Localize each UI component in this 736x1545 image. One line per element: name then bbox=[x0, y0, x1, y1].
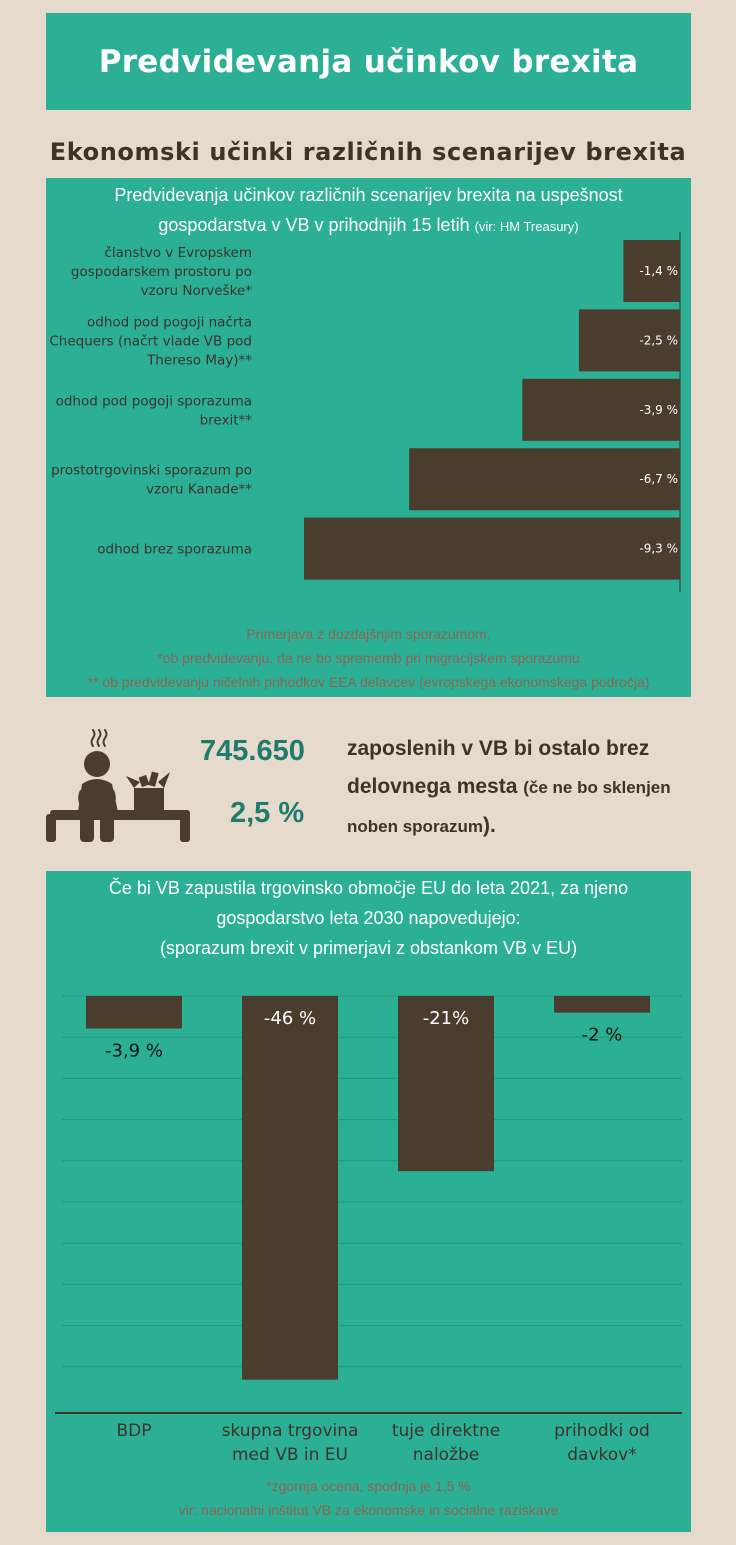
jobs-number: 745.650 bbox=[200, 735, 305, 767]
chart2-category-label: davkov* bbox=[567, 1445, 636, 1465]
chart1-value-label: -6,7 % bbox=[639, 472, 678, 486]
chart1-category-label: odhod pod pogoji sporazuma bbox=[56, 393, 252, 409]
chart1-notes: Primerjava z dozdajšnjim sporazumom. *ob… bbox=[46, 622, 691, 694]
chart1-category-label: prostotrgovinski sporazum po bbox=[51, 463, 252, 479]
chart2-bar bbox=[554, 996, 650, 1013]
jobs-text-line2-wrap: delovnega mesta (če ne bo sklenjen bbox=[347, 768, 727, 807]
worried-person-with-box-icon bbox=[46, 729, 190, 842]
chart2-title-line1: Če bi VB zapustila trgovinsko območje EU… bbox=[108, 878, 629, 898]
chart2-category-label: prihodki od bbox=[554, 1421, 650, 1441]
chart1-value-label: -3,9 % bbox=[639, 403, 678, 417]
chart2-note-1: *zgornja ocena, spodnja je 1,5 % bbox=[266, 1478, 471, 1494]
chart1-category-label: vzoru Kanade** bbox=[146, 482, 252, 498]
chart2-value-label: -21% bbox=[423, 1008, 470, 1029]
jobs-text-line2: delovnega mesta bbox=[347, 775, 518, 798]
chart1-note-3: ** ob predvidevanju ničelnih prihodkov E… bbox=[87, 674, 650, 690]
chart1-bar bbox=[578, 309, 680, 372]
jobs-text-line3-small: noben sporazum bbox=[347, 817, 484, 836]
chart2-value-label: -2 % bbox=[582, 1025, 623, 1046]
chart2-bar bbox=[86, 996, 182, 1029]
chart1-note-2: *ob predvidevanju, da ne bo sprememb pri… bbox=[157, 650, 580, 666]
chart1-category-label: gospodarskem prostoru po bbox=[71, 264, 252, 280]
jobs-text-line3-end: ). bbox=[483, 814, 496, 837]
chart2-value-label: -46 % bbox=[264, 1008, 316, 1029]
jobs-text-line2-small: (če ne bo sklenjen bbox=[523, 778, 671, 797]
chart1-category-label: brexit** bbox=[200, 412, 253, 428]
jobs-text: zaposlenih v VB bi ostalo brez delovnega… bbox=[347, 730, 727, 846]
chart2-notes: *zgornja ocena, spodnja je 1,5 % vir: na… bbox=[46, 1474, 691, 1522]
chart1-title-line2: gospodarstva v VB v prihodnjih 15 letih bbox=[158, 215, 470, 235]
chart2-bar bbox=[242, 996, 338, 1380]
chart1-category-label: odhod pod pogoji načrta bbox=[87, 314, 252, 330]
chart2-value-label: -3,9 % bbox=[105, 1041, 163, 1062]
chart2-note-2: vir: nacionalni inštitut VB za ekonomske… bbox=[178, 1502, 559, 1518]
chart2-category-label: skupna trgovina bbox=[222, 1421, 359, 1441]
chart1-title-line1: Predvidevanja učinkov različnih scenarij… bbox=[114, 185, 623, 205]
chart1-title-line2-wrap: gospodarstva v VB v prihodnjih 15 letih … bbox=[46, 210, 691, 242]
chart1-category-label: Thereso May)** bbox=[146, 352, 252, 368]
chart1-value-label: -2,5 % bbox=[639, 333, 678, 347]
jobs-text-line1: zaposlenih v VB bi ostalo brez bbox=[347, 737, 650, 760]
chart2-category-label: naložbe bbox=[413, 1445, 480, 1465]
chart2-category-label: BDP bbox=[116, 1421, 151, 1441]
chart1-category-label: Chequers (načrt vlade VB pod bbox=[49, 333, 252, 349]
chart2-title: Če bi VB zapustila trgovinsko območje EU… bbox=[46, 873, 691, 963]
scenario-bar-chart: -1,4 % članstvo v Evropskem gospodarskem p… bbox=[49, 232, 681, 592]
chart1-bar bbox=[522, 378, 680, 441]
jobs-text-line3-wrap: noben sporazum). bbox=[347, 807, 727, 846]
chart1-title: Predvidevanja učinkov različnih scenarij… bbox=[46, 180, 691, 242]
chart2-title-line3: (sporazum brexit v primerjavi z obstanko… bbox=[159, 938, 578, 958]
chart1-source: (vir: HM Treasury) bbox=[474, 219, 579, 234]
chart2-category-label: med VB in EU bbox=[232, 1445, 348, 1465]
chart1-bar bbox=[304, 517, 680, 580]
chart1-value-label: -1,4 % bbox=[639, 264, 678, 278]
chart1-category-label: vzoru Norveške* bbox=[141, 283, 253, 299]
title-banner bbox=[46, 13, 691, 110]
chart1-category-label: odhod brez sporazuma bbox=[97, 542, 252, 558]
section-heading: Ekonomski učinki različnih scenarijev br… bbox=[49, 138, 687, 166]
chart2-bar bbox=[398, 996, 494, 1172]
chart1-bar bbox=[409, 448, 680, 511]
chart1-category-label: članstvo v Evropskem bbox=[104, 245, 252, 261]
chart2-category-label: tuje direktne bbox=[392, 1421, 500, 1441]
page-title: Predvidevanja učinkov brexita bbox=[98, 43, 639, 80]
chart2-title-line2: gospodarstvo leta 2030 napovedujejo: bbox=[216, 908, 521, 928]
chart1-note-1: Primerjava z dozdajšnjim sporazumom. bbox=[246, 626, 491, 642]
chart1-value-label: -9,3 % bbox=[639, 542, 678, 556]
jobs-percent: 2,5 % bbox=[230, 797, 305, 829]
chart1-bar bbox=[623, 240, 680, 302]
